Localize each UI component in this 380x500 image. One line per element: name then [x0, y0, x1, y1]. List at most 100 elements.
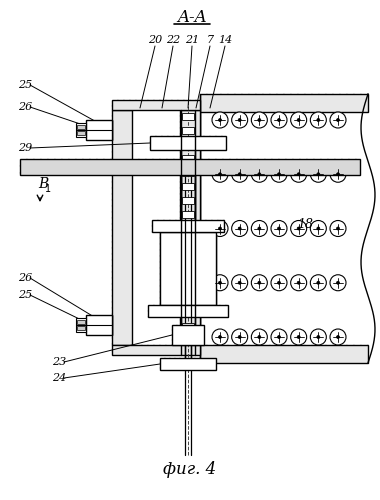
Circle shape [297, 118, 300, 122]
Circle shape [271, 112, 287, 128]
Circle shape [277, 281, 280, 284]
Text: 25: 25 [18, 290, 32, 300]
Bar [86, 315, 112, 335]
Circle shape [238, 227, 241, 230]
Circle shape [310, 329, 326, 345]
Bar [200, 94, 368, 112]
Circle shape [218, 173, 222, 176]
Circle shape [258, 173, 261, 176]
Text: 23: 23 [52, 357, 66, 367]
Circle shape [258, 227, 261, 230]
Bar [182, 155, 194, 162]
Circle shape [277, 227, 280, 230]
Bar [182, 267, 194, 274]
Circle shape [337, 281, 339, 284]
Circle shape [258, 281, 261, 284]
Bar [76, 318, 86, 332]
Circle shape [212, 329, 228, 345]
Circle shape [330, 166, 346, 182]
Circle shape [277, 118, 280, 122]
Text: 21: 21 [185, 35, 199, 45]
Circle shape [291, 166, 307, 182]
Circle shape [310, 220, 326, 236]
Circle shape [337, 173, 339, 176]
Circle shape [337, 118, 339, 122]
Bar [182, 295, 194, 302]
Circle shape [271, 275, 287, 291]
Circle shape [251, 329, 268, 345]
Circle shape [238, 118, 241, 122]
Circle shape [317, 336, 320, 338]
Bar [182, 309, 194, 316]
Circle shape [212, 112, 228, 128]
Bar [86, 120, 112, 140]
Circle shape [212, 166, 228, 182]
Text: 24: 24 [52, 373, 66, 383]
Bar [160, 358, 216, 370]
Bar [182, 281, 194, 288]
Bar [148, 305, 228, 317]
Circle shape [337, 227, 339, 230]
Bar [152, 220, 224, 232]
Text: фиг. 4: фиг. 4 [163, 462, 217, 478]
Bar [112, 100, 200, 110]
Circle shape [218, 118, 222, 122]
Text: 20: 20 [148, 35, 162, 45]
Bar [182, 127, 194, 134]
Circle shape [297, 281, 300, 284]
Circle shape [258, 118, 261, 122]
Circle shape [232, 275, 248, 291]
Circle shape [232, 220, 248, 236]
Bar [200, 345, 368, 363]
Circle shape [232, 329, 248, 345]
Circle shape [317, 118, 320, 122]
Circle shape [251, 166, 268, 182]
Text: 26: 26 [18, 102, 32, 112]
Bar [182, 225, 194, 232]
Circle shape [330, 275, 346, 291]
Text: 29: 29 [18, 143, 32, 153]
Circle shape [232, 166, 248, 182]
Circle shape [330, 329, 346, 345]
Text: 7: 7 [206, 35, 214, 45]
Circle shape [271, 220, 287, 236]
Bar [182, 211, 194, 218]
Bar [76, 123, 86, 137]
Circle shape [310, 166, 326, 182]
Bar [182, 239, 194, 246]
Text: 26: 26 [18, 273, 32, 283]
Circle shape [277, 336, 280, 338]
Bar [112, 110, 132, 345]
Circle shape [317, 227, 320, 230]
Bar [182, 183, 194, 190]
Circle shape [297, 227, 300, 230]
Circle shape [238, 173, 241, 176]
Bar [182, 113, 194, 120]
Circle shape [337, 336, 339, 338]
Bar [77, 326, 85, 330]
Bar [77, 320, 85, 324]
Circle shape [297, 336, 300, 338]
Bar [182, 253, 194, 260]
Text: A-A: A-A [177, 8, 207, 25]
Circle shape [251, 112, 268, 128]
Text: 1: 1 [45, 184, 51, 194]
Bar [150, 136, 226, 150]
Bar [182, 169, 194, 176]
Circle shape [291, 220, 307, 236]
Circle shape [271, 166, 287, 182]
Circle shape [317, 173, 320, 176]
Circle shape [232, 112, 248, 128]
Text: 18: 18 [297, 218, 313, 232]
Circle shape [212, 275, 228, 291]
Text: B: B [38, 177, 48, 191]
Circle shape [251, 275, 268, 291]
Circle shape [297, 173, 300, 176]
Circle shape [212, 220, 228, 236]
Circle shape [310, 275, 326, 291]
Circle shape [291, 329, 307, 345]
Bar [182, 141, 194, 148]
Text: 25: 25 [18, 80, 32, 90]
Bar [20, 159, 360, 175]
Circle shape [330, 112, 346, 128]
